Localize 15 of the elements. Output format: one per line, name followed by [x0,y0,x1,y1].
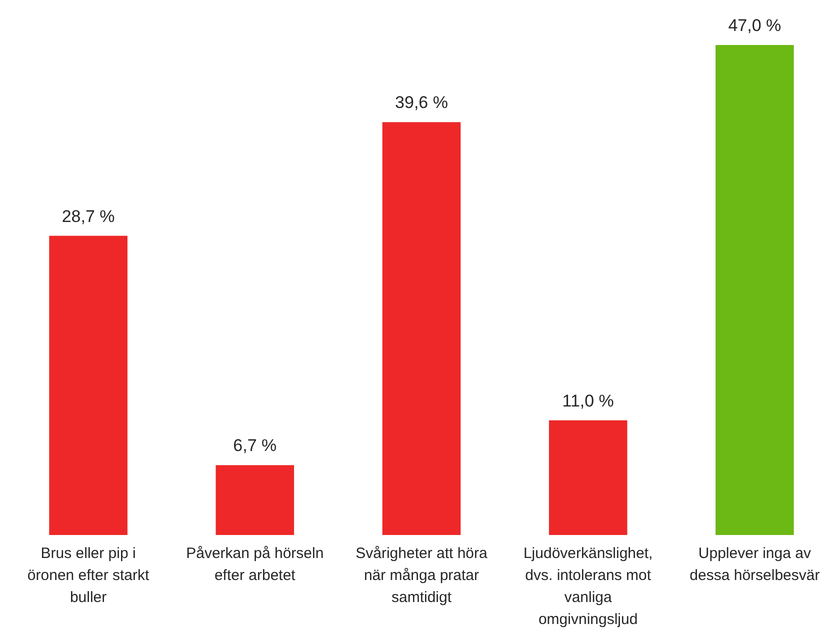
x-tick-label: Påverkan på hörseln efter arbetet [186,545,324,584]
x-tick-label: Svårigheter att höra när många pratar samtidigt [356,545,488,606]
data-label: 28,7 % [62,206,115,226]
bar [49,236,128,535]
bar [716,45,794,535]
data-label: 39,6 % [395,93,448,112]
data-label: 47,0 % [728,16,782,35]
data-label: 6,7 % [233,436,277,456]
x-tick-label: Ljudöverkänslighet, dvs. intolerans mot vanliga omgivningsljud [523,545,653,628]
data-label: 11,0 % [562,391,614,410]
x-tick-label: Brus eller pip i öronen efter starkt buller [27,545,150,606]
x-tick-label: Upplever inga av dessa hörselbesvär [690,545,820,584]
bar [382,122,461,535]
bar [548,420,628,535]
bar [216,465,294,535]
